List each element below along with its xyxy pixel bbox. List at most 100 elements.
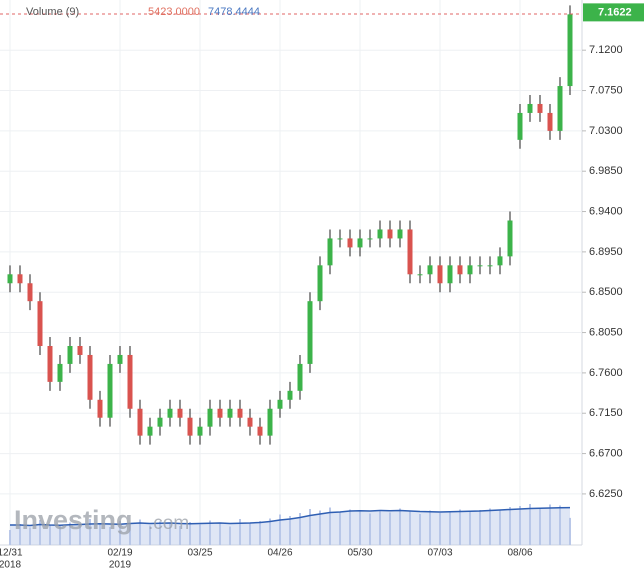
volume-bar <box>49 524 51 545</box>
candle-body <box>317 265 323 302</box>
candle-body <box>547 112 553 131</box>
volume-bar <box>129 523 131 545</box>
volume-bar <box>529 504 531 545</box>
candle-body <box>67 346 73 364</box>
candle-body <box>567 14 573 87</box>
volume-bar <box>259 521 261 545</box>
volume-bar <box>459 509 461 545</box>
candle-body <box>417 274 423 276</box>
volume-bar <box>469 511 471 545</box>
volume-bar <box>39 520 41 545</box>
volume-bar <box>479 510 481 545</box>
candle-body <box>57 363 63 382</box>
volume-bar <box>249 522 251 545</box>
y-tick-label: 6.8050 <box>589 326 623 338</box>
candle-body <box>77 346 83 355</box>
candle-body <box>427 265 433 275</box>
y-tick-label: 7.0750 <box>589 84 623 96</box>
volume-bar <box>379 510 381 545</box>
y-tick-label: 6.9850 <box>589 165 623 177</box>
volume-bar <box>519 506 521 545</box>
candle-body <box>257 426 263 436</box>
x-year-label: 2019 <box>109 560 132 571</box>
candle-body <box>447 265 453 284</box>
candle-body <box>457 265 463 275</box>
volume-bar <box>209 520 211 545</box>
volume-bar <box>449 512 451 545</box>
volume-bar <box>69 522 71 545</box>
candle-body <box>477 265 483 267</box>
legend-volume: 5423.0000 <box>148 6 200 18</box>
candle-body <box>437 265 443 284</box>
candle-body <box>337 238 343 240</box>
volume-bar <box>439 513 441 545</box>
candle-body <box>307 301 313 364</box>
candle-body <box>507 220 513 257</box>
volume-bar <box>539 508 541 545</box>
volume-bar <box>9 530 11 545</box>
volume-bar <box>409 511 411 545</box>
candle-body <box>377 229 383 239</box>
candle-body <box>207 408 213 427</box>
candle-body <box>157 417 163 427</box>
candle-body <box>47 346 53 382</box>
candle-body <box>37 301 43 347</box>
legend-title: Volume (9) <box>26 6 79 18</box>
volume-bar <box>19 524 21 545</box>
candle-body <box>147 426 153 436</box>
candle-body <box>267 408 273 436</box>
volume-ma-area <box>10 507 570 545</box>
volume-bar <box>369 513 371 545</box>
candle-body <box>217 408 223 418</box>
volume-bar <box>109 527 111 545</box>
volume-bar <box>239 519 241 545</box>
candle-body <box>87 354 93 400</box>
volume-bar <box>399 508 401 545</box>
volume-bar <box>569 517 571 545</box>
x-tick-label: 02/19 <box>107 548 132 559</box>
volume-bar <box>299 513 301 545</box>
y-tick-label: 6.8500 <box>589 286 623 298</box>
y-tick-label: 7.1200 <box>589 44 623 56</box>
volume-bar <box>329 507 331 545</box>
volume-bar <box>499 510 501 545</box>
candle-body <box>177 408 183 418</box>
candle-body <box>17 274 23 284</box>
candle-body <box>407 229 413 275</box>
volume-bar <box>219 523 221 545</box>
volume-bar <box>189 522 191 545</box>
volume-bar <box>549 504 551 545</box>
volume-bar <box>559 505 561 545</box>
x-tick-label: 05/30 <box>347 548 372 559</box>
candle-body <box>347 238 353 248</box>
volume-bar <box>89 519 91 545</box>
candle-body <box>327 238 333 266</box>
candle-body <box>517 112 523 140</box>
candle-body <box>397 229 403 239</box>
volume-ma-line <box>10 506 571 527</box>
last-price-label: 7.1622 <box>598 6 632 18</box>
candle-body <box>137 408 143 436</box>
candle-body <box>7 274 13 284</box>
y-tick-label: 6.6700 <box>589 447 623 459</box>
candle-body <box>537 103 543 113</box>
volume-bar <box>429 510 431 545</box>
candle-body <box>227 408 233 418</box>
volume-bar <box>149 525 151 545</box>
candle-body <box>277 399 283 409</box>
candle-body <box>287 390 293 400</box>
candle-body <box>497 256 503 266</box>
last-price-box <box>583 3 644 22</box>
volume-bar <box>289 516 291 545</box>
candle-body <box>357 238 363 248</box>
volume-bar <box>169 524 171 545</box>
candle-body <box>387 229 393 239</box>
x-tick-label: 07/03 <box>427 548 452 559</box>
candle-body <box>367 238 373 240</box>
candle-body <box>247 417 253 427</box>
volume-bar <box>509 507 511 545</box>
x-tick-label: 12/31 <box>0 548 23 559</box>
candle-body <box>187 417 193 436</box>
x-year-label: 2018 <box>0 560 22 571</box>
